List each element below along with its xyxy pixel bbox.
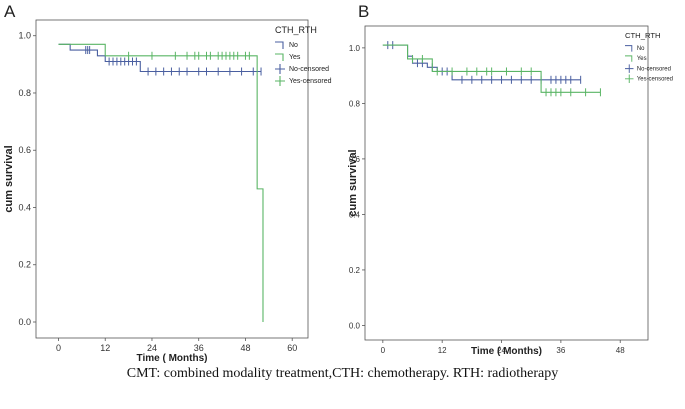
- survival-line-no: [58, 43, 262, 73]
- x-axis-label: Time ( Months): [471, 346, 542, 357]
- legend-censor-swatch: [625, 74, 634, 84]
- x-axis-label: Time ( Months): [137, 353, 208, 364]
- legend-entry: Yes-censored: [289, 78, 332, 85]
- legend-title: CTH_RTH: [625, 31, 661, 40]
- legend-entry: Yes: [637, 56, 647, 62]
- y-tick-label: 1.0: [18, 31, 31, 41]
- y-tick-label: 0.2: [18, 260, 31, 270]
- legend-line-swatch: [625, 45, 633, 52]
- survival-line-yes: [58, 43, 264, 322]
- x-tick-label: 60: [287, 343, 297, 353]
- legend-entry: No: [289, 42, 298, 49]
- y-axis-label: cum survival: [3, 145, 15, 212]
- x-tick-label: 36: [194, 343, 204, 353]
- legend: CTH_RTH No Yes No-censored Yes-censored: [625, 31, 673, 84]
- y-tick-label: 0.0: [18, 317, 31, 327]
- legend-entry: No: [637, 46, 645, 52]
- legend-censor-swatch: [275, 64, 285, 74]
- y-tick-label: 0.6: [18, 145, 31, 155]
- figure-caption: CMT: combined modality treatment,CTH: ch…: [126, 366, 559, 381]
- x-tick-label: 12: [100, 343, 110, 353]
- legend-entry: No-censored: [289, 66, 329, 73]
- legend: CTH_RTH No Yes No-censored Yes-censored: [275, 25, 332, 86]
- legend-line-swatch: [275, 53, 284, 61]
- panel-label: B: [358, 2, 369, 21]
- chart-panel-b: B 0.0 0.2 0.4 0.6 0.8 1.0 0 12 24 36 48 Time ( Month…: [347, 2, 673, 357]
- y-tick-label: 0.6: [349, 155, 361, 164]
- y-tick-label: 0.2: [349, 266, 361, 275]
- x-tick-label: 0: [381, 346, 386, 355]
- y-tick-label: 1.0: [349, 44, 361, 53]
- legend-entry: No-censored: [637, 66, 671, 72]
- plot-frame: [35, 19, 309, 339]
- legend-title: CTH_RTH: [275, 25, 317, 35]
- x-tick-label: 24: [497, 346, 506, 355]
- survival-line-yes: [382, 44, 601, 93]
- chart-panel-a: A 0.0 0.2 0.4 0.6 0.8 1.0 0 12 24 36 48 60 Time ( Mon…: [3, 2, 332, 364]
- legend-entry: Yes-censored: [637, 77, 673, 83]
- legend-line-swatch: [275, 41, 284, 49]
- y-tick-label: 0.4: [18, 202, 31, 212]
- x-tick-label: 36: [556, 346, 565, 355]
- x-tick-label: 24: [147, 343, 157, 353]
- x-tick-label: 48: [240, 343, 250, 353]
- x-tick-label: 0: [56, 343, 61, 353]
- legend-line-swatch: [625, 55, 633, 62]
- legend-entry: Yes: [289, 54, 301, 61]
- y-tick-label: 0.4: [349, 210, 361, 219]
- legend-censor-swatch: [625, 64, 634, 73]
- plot-frame: [364, 25, 649, 341]
- x-tick-label: 12: [438, 346, 447, 355]
- y-tick-label: 0.8: [349, 99, 361, 108]
- y-tick-label: 0.0: [349, 321, 361, 330]
- panel-label: A: [4, 2, 16, 21]
- x-tick-label: 48: [616, 346, 625, 355]
- y-axis-label: cum survival: [347, 149, 359, 216]
- legend-censor-swatch: [275, 76, 285, 86]
- y-tick-label: 0.8: [18, 88, 31, 98]
